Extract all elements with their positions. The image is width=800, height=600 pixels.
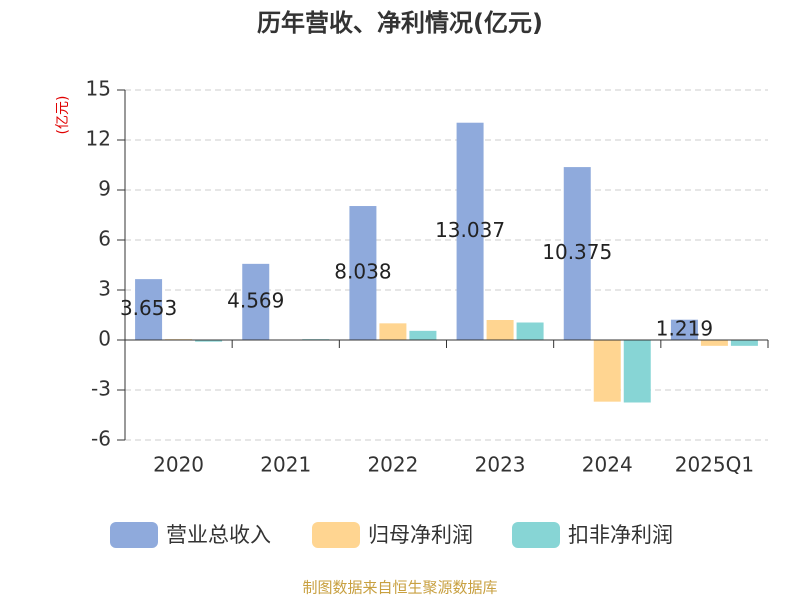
- chart-title: 历年营收、净利情况(亿元): [257, 9, 543, 37]
- y-tick-label: 9: [98, 177, 111, 201]
- data-label: 4.569: [227, 288, 284, 312]
- data-label: 13.037: [435, 218, 505, 242]
- x-tick-label: 2023: [475, 453, 526, 477]
- data-label: 8.038: [334, 260, 391, 284]
- bar: [456, 122, 484, 340]
- x-tick-label: 2024: [582, 453, 633, 477]
- data-label: 1.219: [656, 316, 713, 340]
- legend-label: 营业总收入: [166, 523, 271, 547]
- legend-label: 扣非净利润: [568, 523, 673, 547]
- x-tick-label: 2022: [367, 453, 418, 477]
- x-tick-label: 2025Q1: [675, 453, 754, 477]
- bar: [623, 340, 651, 403]
- legend-label: 归母净利润: [368, 523, 473, 547]
- bar: [593, 340, 621, 402]
- x-tick-label: 2021: [260, 453, 311, 477]
- source-note: 制图数据来自恒生聚源数据库: [302, 579, 497, 597]
- bar: [486, 320, 514, 340]
- legend-swatch: [312, 522, 360, 548]
- y-tick-label: -3: [91, 377, 111, 401]
- y-tick-label: 6: [98, 227, 111, 251]
- bar: [242, 263, 270, 340]
- bar: [670, 319, 698, 340]
- x-tick-label: 2020: [153, 453, 204, 477]
- y-tick-label: -6: [91, 427, 111, 451]
- bar: [409, 330, 437, 340]
- y-tick-label: 12: [86, 127, 111, 151]
- y-tick-label: 3: [98, 277, 111, 301]
- y-tick-label: 0: [98, 327, 111, 351]
- bar: [516, 322, 544, 340]
- bar: [700, 340, 728, 346]
- bar: [379, 323, 407, 340]
- data-label: 3.653: [120, 296, 177, 320]
- y-axis-label: (亿元): [55, 96, 71, 135]
- data-label: 10.375: [542, 240, 612, 264]
- bar: [135, 279, 163, 340]
- bar: [195, 340, 223, 342]
- legend-swatch: [512, 522, 560, 548]
- bar: [349, 206, 377, 340]
- bar: [730, 340, 758, 346]
- y-tick-label: 15: [86, 77, 111, 101]
- bar: [563, 167, 591, 340]
- legend-swatch: [110, 522, 158, 548]
